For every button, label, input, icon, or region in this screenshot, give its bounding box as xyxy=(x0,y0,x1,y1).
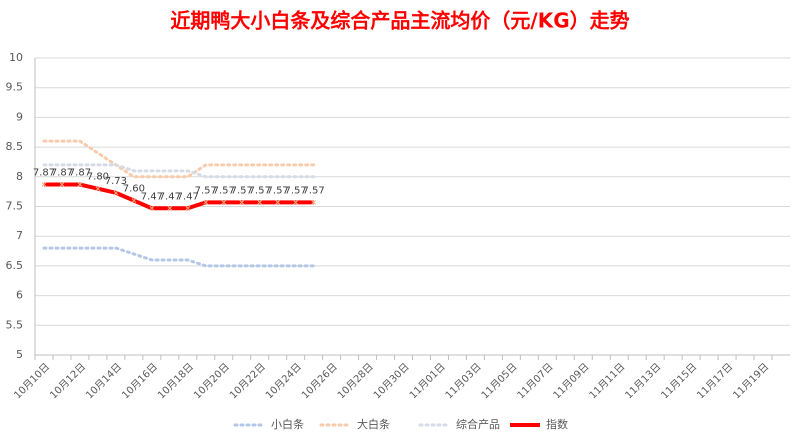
point-marker xyxy=(293,199,299,205)
series-line xyxy=(42,246,316,268)
point-marker xyxy=(113,190,119,196)
y-tick-label: 9.5 xyxy=(6,81,24,94)
point-marker xyxy=(275,199,281,205)
point-marker xyxy=(95,186,101,192)
data-label: 7.73 xyxy=(105,176,127,187)
point-marker xyxy=(41,182,47,187)
point-marker xyxy=(257,199,263,205)
series-line xyxy=(42,163,316,179)
y-tick-label: 5.5 xyxy=(6,318,24,331)
data-label: 7.57 xyxy=(267,185,289,196)
data-label: 7.80 xyxy=(87,172,109,183)
data-label: 7.87 xyxy=(51,168,73,179)
y-tick-label: 7 xyxy=(16,229,23,242)
point-marker xyxy=(185,205,191,211)
point-marker xyxy=(239,199,245,205)
legend-label: 指数 xyxy=(546,417,568,431)
y-tick-label: 6 xyxy=(16,289,23,302)
data-label: 7.57 xyxy=(213,185,235,196)
chart-title: 近期鸭大小白条及综合产品主流均价（元/KG）走势 xyxy=(170,9,629,33)
y-tick-label: 10 xyxy=(9,51,23,64)
legend-label: 小白条 xyxy=(271,417,304,431)
data-label: 7.57 xyxy=(285,185,307,196)
data-label: 7.87 xyxy=(69,168,91,179)
y-tick-label: 9 xyxy=(16,110,23,123)
point-marker xyxy=(167,205,173,211)
y-tick-label: 8.5 xyxy=(6,140,24,153)
data-label: 7.57 xyxy=(249,185,271,196)
point-marker xyxy=(59,182,65,187)
data-label: 7.60 xyxy=(123,184,145,195)
data-label: 7.47 xyxy=(141,191,163,202)
data-label: 7.47 xyxy=(159,191,181,202)
point-marker xyxy=(77,182,83,187)
y-tick-label: 6.5 xyxy=(6,259,24,272)
legend-label: 综合产品 xyxy=(456,417,500,431)
point-marker xyxy=(221,199,227,205)
series-line xyxy=(42,139,316,179)
legend-label: 大白条 xyxy=(357,417,390,431)
point-marker xyxy=(149,205,155,211)
y-tick-label: 8 xyxy=(16,170,23,183)
data-label: 7.87 xyxy=(33,168,55,179)
point-marker xyxy=(311,199,316,205)
data-label: 7.57 xyxy=(195,185,217,196)
data-label: 7.57 xyxy=(231,185,253,196)
point-marker xyxy=(203,199,209,205)
point-marker xyxy=(131,198,137,203)
y-tick-label: 5 xyxy=(16,348,23,361)
data-label: 7.57 xyxy=(302,185,324,196)
series-line xyxy=(43,182,314,211)
data-label: 7.47 xyxy=(177,191,199,202)
y-tick-label: 7.5 xyxy=(6,200,24,213)
